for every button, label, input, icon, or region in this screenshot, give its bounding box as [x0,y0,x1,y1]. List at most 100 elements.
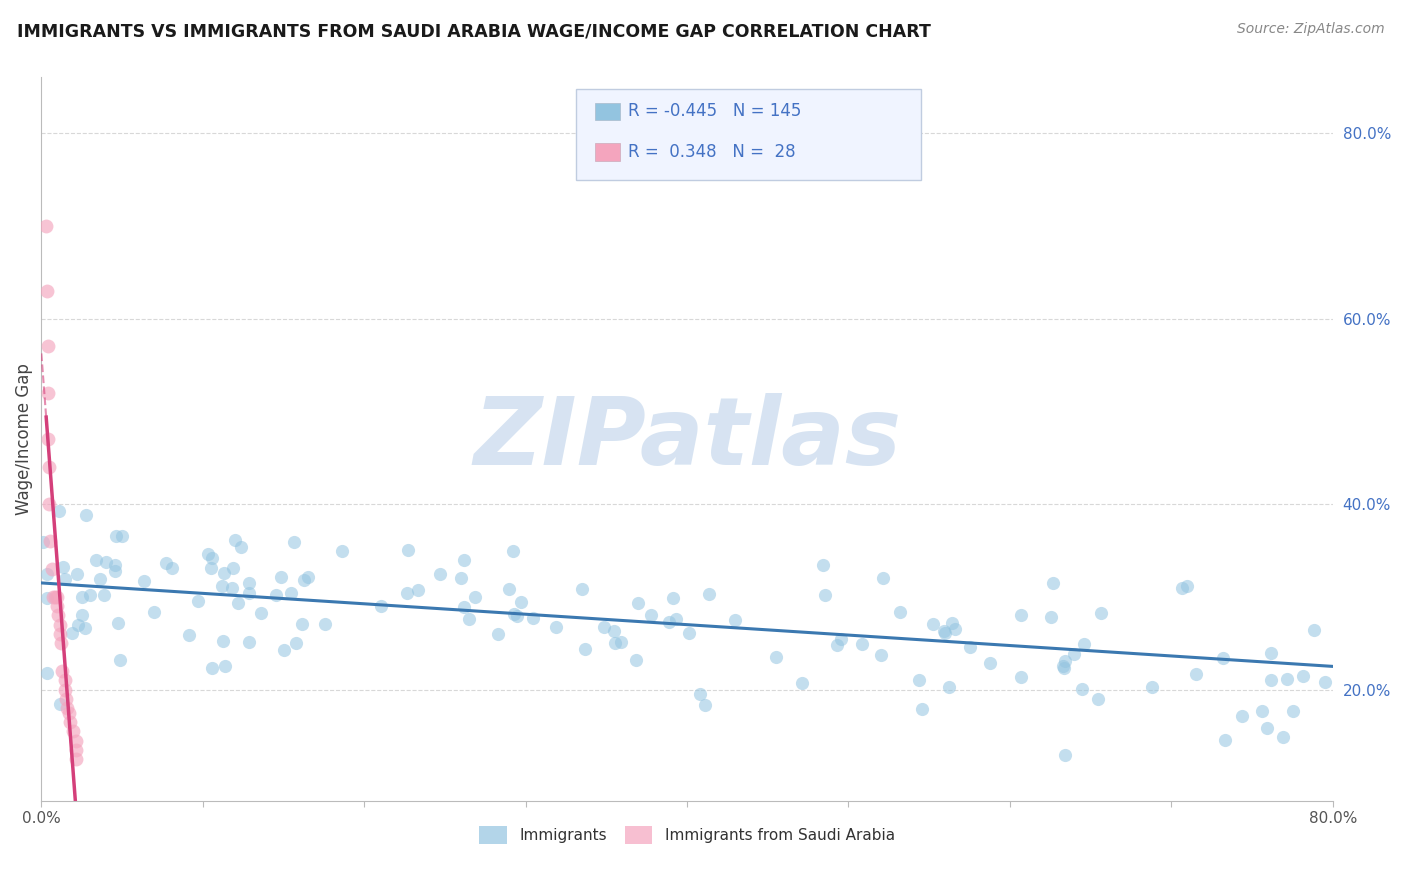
Point [107,615,129,630]
Point [938,681,960,695]
Point [1063,647,1085,661]
Point [661,591,683,606]
Point [1071,682,1094,697]
Point [105,528,128,542]
Point [395,586,418,600]
Point [1256,721,1278,735]
Point [1251,704,1274,718]
Point [959,640,981,655]
Point [35,591,58,605]
Point [603,624,626,638]
Point [52,560,75,574]
Point [51,636,73,650]
Point [723,613,745,627]
Text: Source: ZipAtlas.com: Source: ZipAtlas.com [1237,22,1385,37]
Point [249,606,271,620]
Point [1271,731,1294,745]
Point [934,624,956,638]
Point [38,497,60,511]
Point [160,560,183,574]
Point [42,590,65,604]
Point [32,535,55,549]
Point [689,687,711,701]
Point [285,636,308,650]
Point [792,675,814,690]
Point [84,552,107,566]
Point [911,701,934,715]
Point [429,567,451,582]
Point [851,637,873,651]
Point [814,588,837,602]
Point [66,566,89,581]
Point [134,574,156,589]
Point [238,576,260,591]
Point [53,682,76,697]
Point [610,635,633,649]
Point [44,590,66,604]
Point [486,627,509,641]
Point [830,632,852,646]
Point [370,599,392,614]
Point [330,543,353,558]
Point [522,611,544,625]
Point [453,599,475,614]
Point [214,566,236,580]
Point [640,607,662,622]
Point [1090,606,1112,620]
Text: R =  0.348   N =  28: R = 0.348 N = 28 [628,143,796,161]
Point [1213,733,1236,747]
Point [1282,704,1305,718]
Point [510,595,533,609]
Point [35,219,58,233]
Point [201,550,224,565]
Text: ZIPatlas: ZIPatlas [472,393,901,485]
Point [200,561,222,575]
Point [75,508,97,522]
Point [1142,680,1164,694]
Point [56,701,79,715]
Point [1040,610,1063,624]
Point [62,724,84,739]
Point [66,617,89,632]
Legend: Immigrants, Immigrants from Saudi Arabia: Immigrants, Immigrants from Saudi Arabia [479,826,894,844]
Point [264,588,287,602]
Point [869,648,891,662]
Point [1010,670,1032,684]
Point [65,752,87,766]
Point [37,385,59,400]
Point [1042,576,1064,591]
Point [51,664,73,678]
Point [79,588,101,602]
Point [46,590,69,604]
Point [1053,654,1076,668]
Point [177,628,200,642]
Point [53,572,76,586]
Point [1010,608,1032,623]
Point [544,620,567,634]
Point [1275,672,1298,686]
Point [104,564,127,578]
Point [65,743,87,757]
Point [693,698,716,713]
Point [1053,747,1076,762]
Point [49,627,72,641]
Point [1303,623,1326,637]
Point [46,599,69,613]
Point [211,633,233,648]
Point [37,566,59,581]
Point [280,585,302,599]
Point [59,714,82,729]
Point [73,621,96,635]
Point [458,612,481,626]
Point [665,612,688,626]
Text: IMMIGRANTS VS IMMIGRANTS FROM SAUDI ARABIA WAGE/INCOME GAP CORRELATION CHART: IMMIGRANTS VS IMMIGRANTS FROM SAUDI ARAB… [17,22,931,40]
Point [505,608,527,623]
Point [297,570,319,584]
Point [658,615,681,629]
Point [226,596,249,610]
Point [37,666,59,681]
Point [197,547,219,561]
Point [49,697,72,711]
Point [70,590,93,604]
Point [53,673,76,688]
